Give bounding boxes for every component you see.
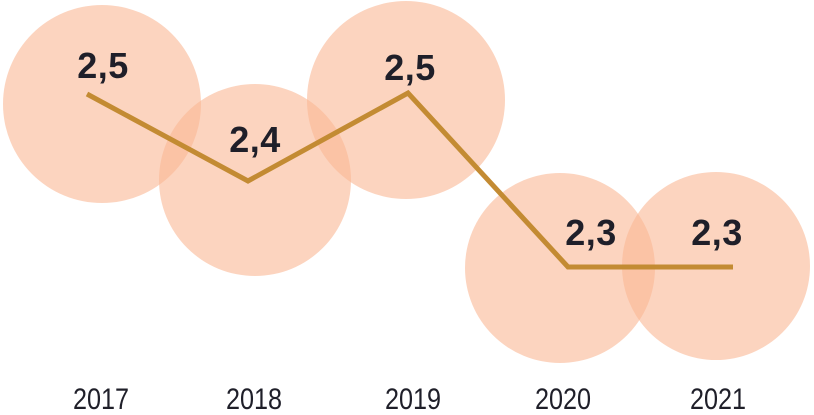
value-label-2021: 2,3 (691, 212, 743, 253)
x-axis-label-2020: 2020 (534, 383, 592, 415)
value-label-2018: 2,4 (229, 119, 281, 160)
x-axis-label-2021: 2021 (689, 383, 747, 415)
value-label-2020: 2,3 (565, 212, 617, 253)
x-axis-label-2017: 2017 (72, 383, 130, 415)
x-axis-label-2019: 2019 (384, 383, 442, 415)
value-label-2019: 2,5 (384, 47, 436, 88)
x-axis-label-2018: 2018 (225, 383, 283, 415)
value-label-2017: 2,5 (77, 45, 129, 86)
